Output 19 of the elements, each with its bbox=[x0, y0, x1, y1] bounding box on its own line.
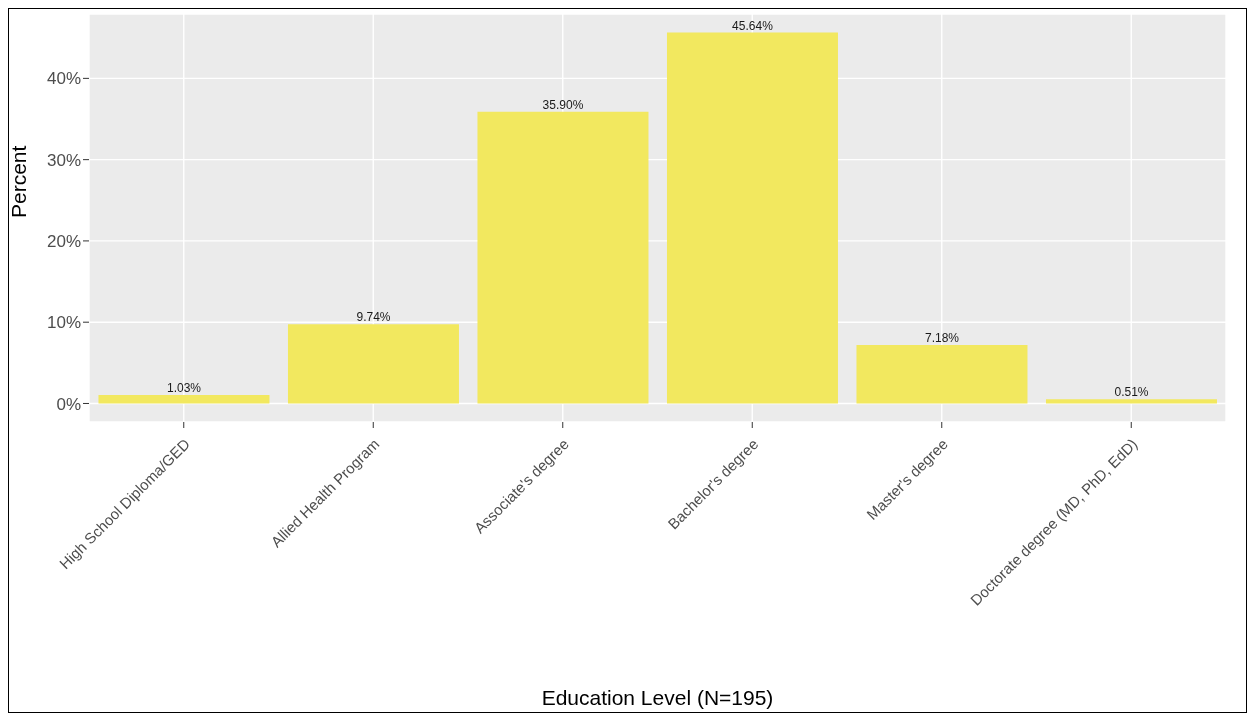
x-axis-title: Education Level (N=195) bbox=[540, 686, 775, 710]
bar bbox=[856, 345, 1028, 404]
bar bbox=[477, 111, 649, 404]
bar bbox=[287, 324, 459, 404]
y-axis-title: Percent bbox=[7, 145, 31, 218]
y-tick-label: 20% bbox=[46, 231, 81, 251]
data-label: 9.74% bbox=[356, 310, 391, 325]
y-tick-label: 0% bbox=[56, 394, 81, 414]
data-label: 35.90% bbox=[542, 97, 584, 112]
data-label: 1.03% bbox=[166, 381, 202, 396]
y-tick-label: 30% bbox=[46, 150, 81, 170]
bar bbox=[98, 395, 270, 404]
data-label: 0.51% bbox=[1114, 385, 1149, 400]
data-label: 7.18% bbox=[924, 331, 960, 346]
y-tick-label: 40% bbox=[46, 69, 81, 89]
data-label: 45.64% bbox=[732, 18, 774, 33]
bar bbox=[666, 32, 838, 404]
y-tick-label: 10% bbox=[46, 313, 81, 333]
bar bbox=[1045, 399, 1217, 404]
